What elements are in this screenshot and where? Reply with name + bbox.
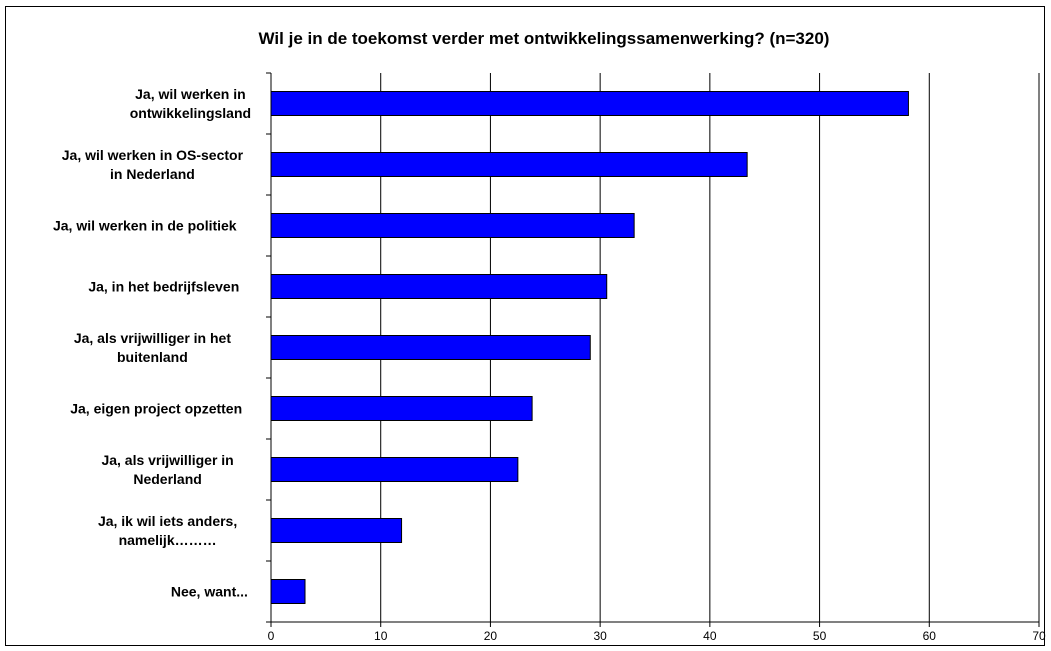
category-label-line: Ja, in het bedrijfsleven	[88, 279, 239, 295]
bar-6	[270, 396, 533, 421]
bar-5	[270, 335, 591, 360]
x-tick-label: 50	[813, 629, 827, 643]
category-label-line: namelijk………	[119, 532, 217, 548]
chart-title: Wil je in de toekomst verder met ontwikk…	[259, 29, 830, 48]
category-label: Ja, wil werken in OS-sector in Nederland	[62, 147, 244, 182]
x-tick-label: 10	[374, 629, 388, 643]
category-label-line: buitenland	[117, 349, 188, 365]
category-label: Nee, want...	[171, 584, 248, 600]
category-label-line: Nee, want...	[171, 584, 248, 600]
x-tick-labels: 0 10 20 30 40 50 60 70	[268, 629, 1046, 643]
bar-9	[270, 579, 306, 604]
bar-1	[270, 91, 909, 116]
category-label-line: Ja, eigen project opzetten	[70, 401, 242, 417]
category-label-line: Ja, ik wil iets anders,	[98, 513, 237, 529]
category-label-line: Ja, wil werken in de politiek	[53, 218, 237, 234]
category-label-line: in Nederland	[110, 166, 195, 182]
bar-2	[270, 152, 748, 177]
category-label: Ja, als vrijwilliger in het buitenland	[74, 330, 232, 365]
category-label: Ja, in het bedrijfsleven	[88, 279, 239, 295]
x-tick-label: 40	[703, 629, 717, 643]
category-label: Ja, als vrijwilliger in Nederland	[101, 452, 233, 487]
x-tick-label: 70	[1032, 629, 1046, 643]
category-label: Ja, wil werken in de politiek	[53, 218, 237, 234]
x-tick-label: 0	[268, 629, 275, 643]
category-label-line: Ja, wil werken in OS-sector	[62, 147, 244, 163]
bar-3	[270, 213, 635, 238]
category-label-line: Ja, als vrijwilliger in	[101, 452, 233, 468]
bars	[270, 91, 909, 604]
bar-8	[270, 518, 403, 543]
category-label-line: ontwikkelingsland	[130, 105, 251, 121]
x-tick-label: 30	[593, 629, 607, 643]
category-label-line: Ja, wil werken in	[135, 86, 246, 102]
category-label: Ja, wil werken in ontwikkelingsland	[130, 86, 251, 121]
category-label: Ja, ik wil iets anders, namelijk………	[98, 513, 237, 548]
x-tick-label: 60	[923, 629, 937, 643]
category-label: Ja, eigen project opzetten	[70, 401, 242, 417]
category-label-line: Nederland	[133, 471, 201, 487]
axes	[266, 72, 1040, 627]
bar-7	[270, 457, 519, 482]
x-tick-label: 20	[484, 629, 498, 643]
bar-4	[270, 274, 608, 299]
category-label-line: Ja, als vrijwilliger in het	[74, 330, 232, 346]
